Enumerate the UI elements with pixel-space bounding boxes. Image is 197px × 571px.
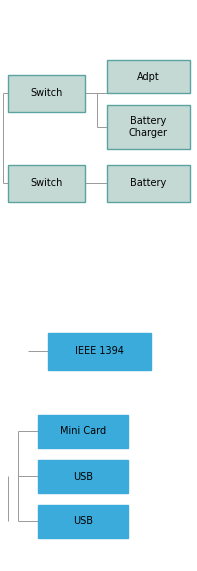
FancyBboxPatch shape <box>38 460 128 493</box>
FancyBboxPatch shape <box>8 165 85 202</box>
Text: Mini Card: Mini Card <box>60 427 106 436</box>
FancyBboxPatch shape <box>48 333 151 370</box>
Text: Battery: Battery <box>130 179 167 188</box>
FancyBboxPatch shape <box>107 105 190 149</box>
Text: Adpt: Adpt <box>137 71 160 82</box>
Text: Switch: Switch <box>30 179 63 188</box>
Text: USB: USB <box>73 472 93 481</box>
Text: USB: USB <box>73 517 93 526</box>
Text: IEEE 1394: IEEE 1394 <box>75 347 124 356</box>
FancyBboxPatch shape <box>38 415 128 448</box>
FancyBboxPatch shape <box>107 60 190 93</box>
FancyBboxPatch shape <box>107 165 190 202</box>
Text: Switch: Switch <box>30 89 63 99</box>
FancyBboxPatch shape <box>8 75 85 112</box>
Text: Battery
Charger: Battery Charger <box>129 116 168 138</box>
FancyBboxPatch shape <box>38 505 128 538</box>
